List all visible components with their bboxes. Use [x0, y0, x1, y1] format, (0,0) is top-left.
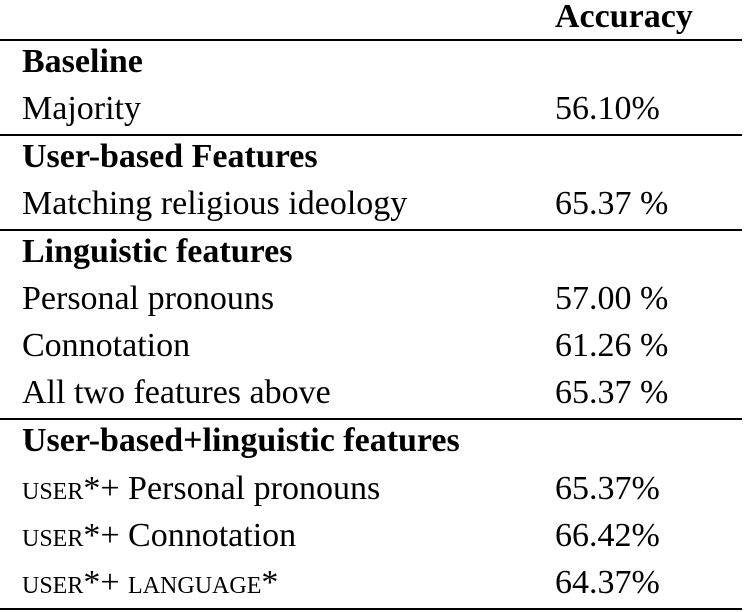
- section-title: Baseline: [22, 43, 143, 80]
- row-label: user*+ language*: [22, 560, 278, 606]
- accuracy-column-header: Accuracy: [555, 0, 693, 35]
- row-label: Personal pronouns: [22, 280, 275, 317]
- row-label: Matching religious ideology: [22, 185, 408, 222]
- section-heading-combined: User-based+linguistic features: [0, 418, 745, 464]
- table-row: user*+ Connotation 66.42%: [0, 513, 745, 559]
- row-value: 65.37 %: [555, 374, 669, 411]
- section-heading-linguistic: Linguistic features: [0, 229, 745, 275]
- row-label: Connotation: [22, 327, 191, 364]
- rule-section: [0, 229, 742, 231]
- table-row: Matching religious ideology 65.37 %: [0, 181, 745, 227]
- language-prefix: language: [128, 564, 262, 601]
- user-prefix: user: [22, 564, 84, 601]
- header-row: Accuracy: [0, 0, 745, 46]
- table-row: user*+ language* 64.37%: [0, 560, 745, 606]
- row-label: All two features above: [22, 374, 331, 411]
- row-label: Majority: [22, 90, 141, 127]
- section-title: Linguistic features: [22, 233, 293, 270]
- table-row: Majority 56.10%: [0, 86, 745, 132]
- row-value: 56.10%: [555, 90, 660, 127]
- user-prefix: user: [22, 517, 84, 554]
- table-row: user*+ Personal pronouns 65.37%: [0, 466, 745, 512]
- table-row: Personal pronouns 57.00 %: [0, 276, 745, 322]
- section-title: User-based Features: [22, 138, 318, 175]
- rule-top: [0, 39, 742, 41]
- user-prefix: user: [22, 470, 84, 507]
- row-suffix: *+ Personal pronouns: [83, 470, 381, 507]
- row-label: user*+ Personal pronouns: [22, 466, 380, 512]
- row-suffix-2: *: [261, 564, 279, 601]
- row-label: user*+ Connotation: [22, 513, 296, 559]
- section-heading-baseline: Baseline: [0, 39, 745, 85]
- row-value: 66.42%: [555, 517, 660, 554]
- table-row: Connotation 61.26 %: [0, 323, 745, 369]
- row-value: 61.26 %: [555, 327, 669, 364]
- row-value: 65.37 %: [555, 185, 669, 222]
- row-value: 64.37%: [555, 564, 660, 601]
- rule-bottom: [0, 608, 742, 610]
- section-heading-user-based: User-based Features: [0, 134, 745, 180]
- row-suffix: *+: [83, 564, 129, 601]
- row-suffix: *+ Connotation: [83, 517, 297, 554]
- table-row: All two features above 65.37 %: [0, 370, 745, 416]
- rule-section: [0, 418, 742, 420]
- section-title: User-based+linguistic features: [22, 422, 460, 459]
- rule-section: [0, 134, 742, 136]
- row-value: 65.37%: [555, 470, 660, 507]
- row-value: 57.00 %: [555, 280, 669, 317]
